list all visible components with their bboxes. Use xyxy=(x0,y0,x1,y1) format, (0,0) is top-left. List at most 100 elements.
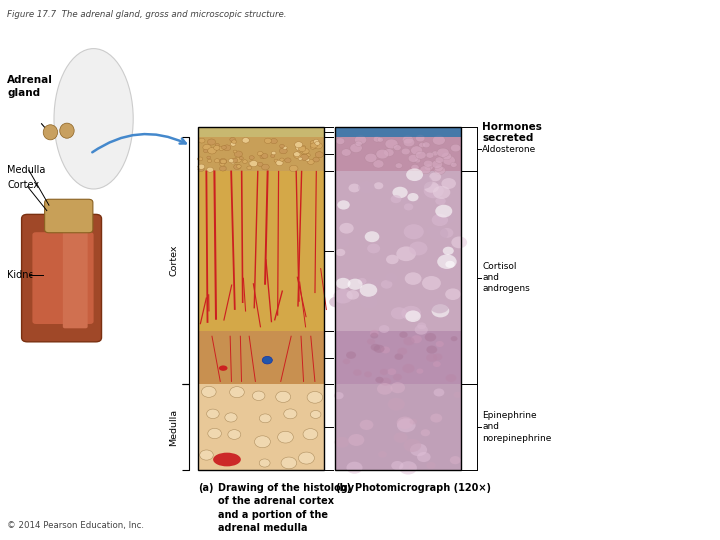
Circle shape xyxy=(298,146,306,152)
Circle shape xyxy=(403,138,415,147)
Circle shape xyxy=(401,148,410,155)
Circle shape xyxy=(374,345,384,353)
Circle shape xyxy=(329,296,343,307)
Circle shape xyxy=(307,392,323,403)
Circle shape xyxy=(415,158,420,163)
Circle shape xyxy=(305,158,310,161)
Circle shape xyxy=(370,330,379,336)
Circle shape xyxy=(432,160,443,168)
Circle shape xyxy=(302,154,305,158)
Text: Figure 17.7  The adrenal gland, gross and microscopic structure.: Figure 17.7 The adrenal gland, gross and… xyxy=(7,10,287,19)
Circle shape xyxy=(403,337,415,346)
Text: (a): (a) xyxy=(198,483,214,494)
Bar xyxy=(198,331,324,384)
Circle shape xyxy=(410,146,423,155)
Circle shape xyxy=(434,165,443,172)
Circle shape xyxy=(432,214,448,226)
Circle shape xyxy=(451,144,461,152)
Circle shape xyxy=(199,138,205,143)
Circle shape xyxy=(276,392,291,402)
Circle shape xyxy=(433,186,450,199)
Circle shape xyxy=(274,159,278,162)
Circle shape xyxy=(207,159,212,163)
Circle shape xyxy=(278,431,293,443)
Circle shape xyxy=(437,254,456,269)
Circle shape xyxy=(234,164,240,170)
Circle shape xyxy=(220,159,226,164)
Bar xyxy=(335,384,461,470)
Circle shape xyxy=(223,145,231,151)
Circle shape xyxy=(395,163,402,168)
Text: Drawing of the histology
of the adrenal cortex
and a portion of the
adrenal medu: Drawing of the histology of the adrenal … xyxy=(218,483,354,533)
Text: Hormones
secreted: Hormones secreted xyxy=(482,122,542,143)
Circle shape xyxy=(384,148,394,157)
Bar xyxy=(198,127,324,137)
Circle shape xyxy=(380,377,391,386)
Circle shape xyxy=(437,148,449,157)
Circle shape xyxy=(249,156,254,159)
Circle shape xyxy=(204,150,208,153)
Text: Capsule: Capsule xyxy=(336,127,372,137)
Circle shape xyxy=(336,138,345,144)
Circle shape xyxy=(254,436,271,448)
Circle shape xyxy=(443,247,454,255)
Circle shape xyxy=(346,290,359,300)
Circle shape xyxy=(258,162,263,166)
Circle shape xyxy=(432,151,438,156)
Circle shape xyxy=(276,160,283,166)
Circle shape xyxy=(397,418,415,432)
Bar xyxy=(198,137,324,172)
Circle shape xyxy=(335,437,349,448)
Circle shape xyxy=(401,306,421,321)
Circle shape xyxy=(381,280,392,289)
Circle shape xyxy=(424,164,433,171)
Bar xyxy=(198,172,324,331)
Circle shape xyxy=(391,307,407,319)
Circle shape xyxy=(420,166,431,174)
Circle shape xyxy=(247,166,252,170)
Circle shape xyxy=(239,157,243,160)
Circle shape xyxy=(307,159,314,164)
Bar xyxy=(198,137,324,172)
Circle shape xyxy=(431,304,449,318)
Circle shape xyxy=(443,156,455,165)
Circle shape xyxy=(451,163,457,167)
Circle shape xyxy=(300,154,308,160)
Circle shape xyxy=(279,144,284,148)
Circle shape xyxy=(310,143,318,148)
Ellipse shape xyxy=(54,49,133,189)
Circle shape xyxy=(348,279,363,290)
Circle shape xyxy=(426,462,436,469)
Circle shape xyxy=(422,276,441,290)
Circle shape xyxy=(393,374,402,381)
Circle shape xyxy=(433,361,441,367)
Circle shape xyxy=(411,335,422,343)
Circle shape xyxy=(198,167,204,172)
Circle shape xyxy=(333,289,353,303)
Text: © 2014 Pearson Education, Inc.: © 2014 Pearson Education, Inc. xyxy=(7,521,144,530)
Text: Adrenal
gland: Adrenal gland xyxy=(7,75,53,98)
Circle shape xyxy=(404,204,413,211)
Circle shape xyxy=(423,142,430,148)
Bar xyxy=(198,127,324,470)
Circle shape xyxy=(230,142,236,146)
Circle shape xyxy=(430,299,449,313)
Circle shape xyxy=(358,181,374,193)
Circle shape xyxy=(436,197,446,205)
Circle shape xyxy=(198,164,204,170)
Text: Photomicrograph (120×): Photomicrograph (120×) xyxy=(355,483,491,494)
Circle shape xyxy=(310,410,321,418)
Circle shape xyxy=(403,439,421,452)
Circle shape xyxy=(365,231,379,242)
Circle shape xyxy=(339,223,354,234)
Circle shape xyxy=(215,159,220,163)
Circle shape xyxy=(353,369,361,376)
Circle shape xyxy=(402,197,412,204)
Circle shape xyxy=(446,261,455,268)
Circle shape xyxy=(261,164,269,170)
Circle shape xyxy=(198,157,203,161)
Circle shape xyxy=(315,152,323,158)
Circle shape xyxy=(451,336,457,341)
Circle shape xyxy=(257,151,263,156)
Circle shape xyxy=(423,183,444,198)
